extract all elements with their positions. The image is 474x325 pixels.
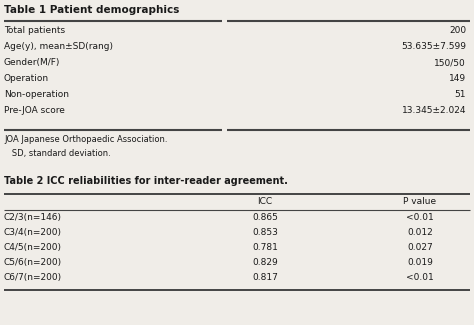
Text: JOA Japanese Orthopaedic Association.: JOA Japanese Orthopaedic Association. [4, 135, 167, 144]
Text: <0.01: <0.01 [406, 213, 434, 222]
Text: 150/50: 150/50 [434, 58, 466, 67]
Text: 200: 200 [449, 26, 466, 35]
Text: 53.635±7.599: 53.635±7.599 [401, 42, 466, 51]
Text: Operation: Operation [4, 74, 49, 83]
Text: Non-operation: Non-operation [4, 90, 69, 99]
Text: Gender(M/F): Gender(M/F) [4, 58, 60, 67]
Text: 0.853: 0.853 [252, 228, 278, 237]
Text: C5/6(n=200): C5/6(n=200) [4, 258, 62, 267]
Text: 0.865: 0.865 [252, 213, 278, 222]
Text: 0.781: 0.781 [252, 243, 278, 252]
Text: C4/5(n=200): C4/5(n=200) [4, 243, 62, 252]
Text: 51: 51 [455, 90, 466, 99]
Text: Pre-JOA score: Pre-JOA score [4, 106, 65, 115]
Text: ICC: ICC [257, 197, 273, 206]
Text: 149: 149 [449, 74, 466, 83]
Text: P value: P value [403, 197, 437, 206]
Text: SD, standard deviation.: SD, standard deviation. [4, 149, 111, 158]
Text: C3/4(n=200): C3/4(n=200) [4, 228, 62, 237]
Text: C6/7(n=200): C6/7(n=200) [4, 273, 62, 282]
Text: Table 1 Patient demographics: Table 1 Patient demographics [4, 5, 179, 15]
Text: Age(y), mean±SD(rang): Age(y), mean±SD(rang) [4, 42, 113, 51]
Text: 0.817: 0.817 [252, 273, 278, 282]
Text: <0.01: <0.01 [406, 273, 434, 282]
Text: 0.027: 0.027 [407, 243, 433, 252]
Text: C2/3(n=146): C2/3(n=146) [4, 213, 62, 222]
Text: 13.345±2.024: 13.345±2.024 [401, 106, 466, 115]
Text: Table 2 ICC reliabilities for inter-reader agreement.: Table 2 ICC reliabilities for inter-read… [4, 176, 288, 186]
Text: 0.019: 0.019 [407, 258, 433, 267]
Text: 0.012: 0.012 [407, 228, 433, 237]
Text: Total patients: Total patients [4, 26, 65, 35]
Text: 0.829: 0.829 [252, 258, 278, 267]
